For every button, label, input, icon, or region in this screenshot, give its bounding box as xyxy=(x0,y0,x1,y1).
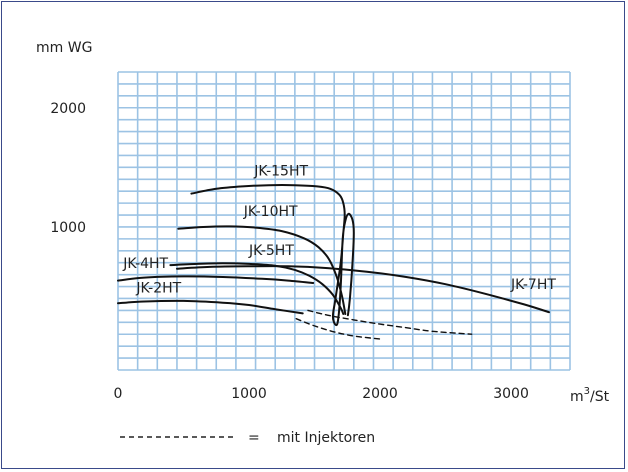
x-tick-label: 3000 xyxy=(493,386,529,402)
series-label-jk-4ht: JK-4HT xyxy=(122,256,168,272)
legend: = mit Injektoren xyxy=(120,430,375,446)
series-line-jk-10ht xyxy=(177,225,347,315)
tick-labels: 0 1000 2000 3000 1000 2000 xyxy=(50,101,529,402)
x-axis-label-superscript: 3 xyxy=(584,386,590,397)
legend-text: mit Injektoren xyxy=(277,430,375,446)
series-line-jk-2ht xyxy=(117,299,304,315)
series-line-injector-6 xyxy=(307,309,473,335)
series-label-jk-5ht: JK-5HT xyxy=(248,243,294,259)
y-axis-label: mm WG xyxy=(36,40,92,56)
x-axis-label-rest: /St xyxy=(590,389,610,405)
x-axis-label-base: m xyxy=(570,389,584,405)
grid xyxy=(117,71,571,371)
series-line-jk-4ht xyxy=(117,275,315,284)
legend-equals: = xyxy=(248,430,260,446)
series-line-jk-5ht xyxy=(169,262,345,315)
series-label-jk-7ht: JK-7HT xyxy=(510,277,556,293)
curve-labels: JK-15HT JK-10HT JK-5HT JK-4HT JK-7HT JK-2HT xyxy=(122,164,556,297)
y-tick-label: 1000 xyxy=(50,220,86,236)
series-label-jk-2ht: JK-2HT xyxy=(135,281,181,297)
series-line-jk-7ht xyxy=(176,265,550,314)
x-axis-label: m3/St xyxy=(570,386,610,405)
series-line-injector-7 xyxy=(295,318,381,340)
curves xyxy=(117,184,550,340)
series-label-jk-15ht: JK-15HT xyxy=(253,164,308,180)
y-tick-label: 2000 xyxy=(50,101,86,117)
series-label-jk-10ht: JK-10HT xyxy=(243,204,298,220)
x-tick-label: 1000 xyxy=(231,386,267,402)
x-tick-label: 2000 xyxy=(362,386,398,402)
x-tick-label: 0 xyxy=(114,386,123,402)
